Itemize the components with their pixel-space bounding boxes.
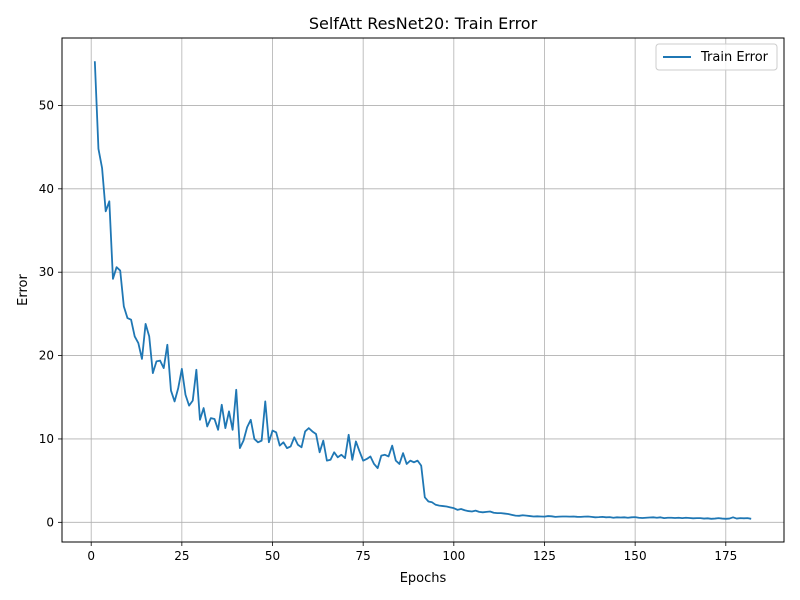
x-axis-label: Epochs bbox=[400, 571, 447, 586]
x-tick-label-50: 50 bbox=[265, 549, 280, 563]
x-tick-label-150: 150 bbox=[624, 549, 647, 563]
x-tick-label-125: 125 bbox=[533, 549, 556, 563]
grid-lines bbox=[62, 38, 784, 542]
y-tick-label-10: 10 bbox=[39, 432, 54, 446]
chart-title: SelfAtt ResNet20: Train Error bbox=[309, 14, 538, 33]
y-tick-label-30: 30 bbox=[39, 265, 54, 279]
y-tick-label-20: 20 bbox=[39, 349, 54, 363]
plot-series bbox=[93, 61, 752, 520]
x-tick-label-75: 75 bbox=[356, 549, 371, 563]
y-tick-label-0: 0 bbox=[46, 515, 54, 529]
x-tick-label-175: 175 bbox=[714, 549, 737, 563]
x-tick-label-25: 25 bbox=[174, 549, 189, 563]
x-axis-ticks: 0 25 50 75 100 125 150 175 bbox=[87, 542, 737, 563]
y-axis-ticks: 0 10 20 30 40 50 bbox=[39, 98, 62, 529]
x-tick-label-100: 100 bbox=[442, 549, 465, 563]
legend-label-train-error: Train Error bbox=[700, 50, 769, 65]
x-tick-label-0: 0 bbox=[87, 549, 95, 563]
y-tick-label-50: 50 bbox=[39, 98, 54, 112]
legend-box bbox=[655, 43, 778, 71]
y-axis-label: Error bbox=[16, 274, 31, 306]
series-line-train-error bbox=[93, 61, 752, 520]
legend: Train Error bbox=[655, 43, 778, 71]
y-tick-label-40: 40 bbox=[39, 182, 54, 196]
axes-frame bbox=[61, 37, 785, 543]
